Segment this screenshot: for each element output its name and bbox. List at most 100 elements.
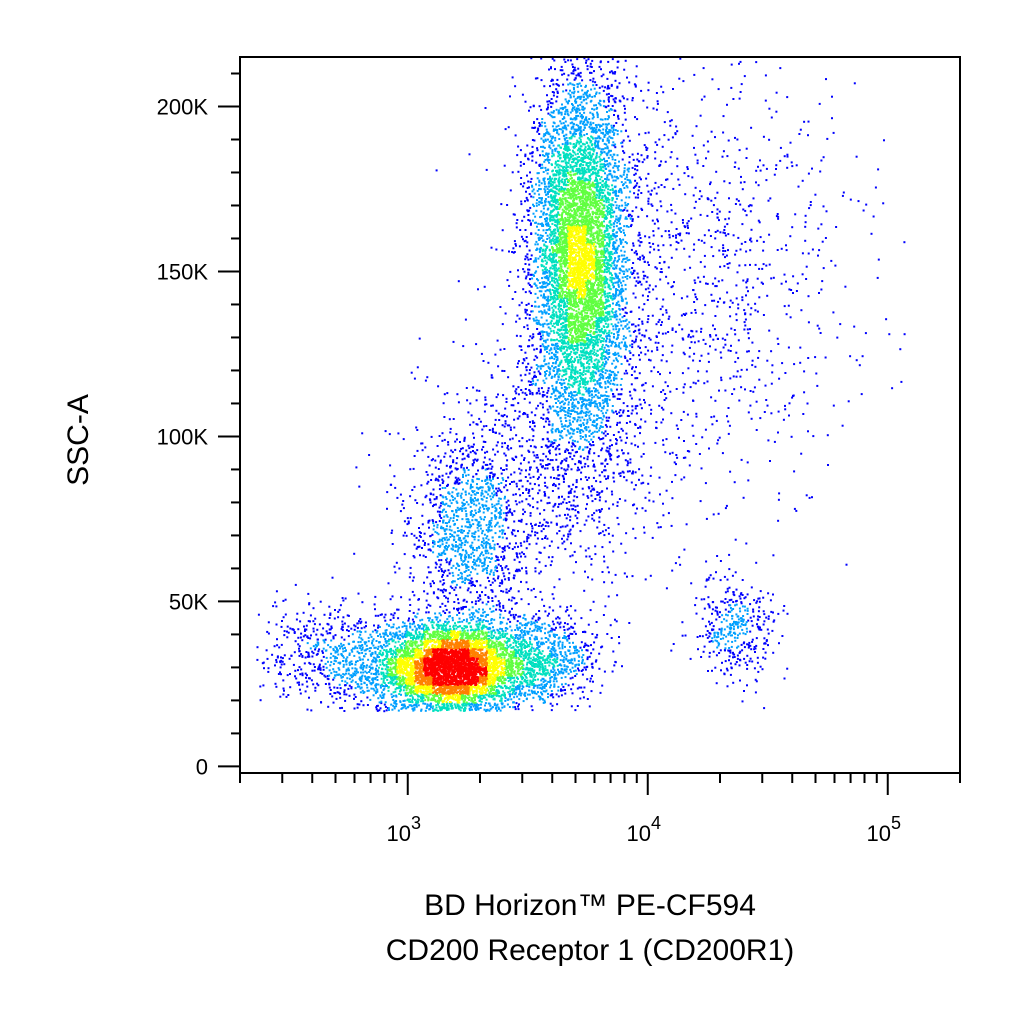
event-point [521,220,523,222]
event-point [517,386,519,388]
event-point [437,385,439,387]
event-point [299,689,301,691]
event-point [472,450,474,452]
event-point [720,638,722,640]
event-point [701,195,703,197]
event-point [591,675,593,677]
event-point [694,154,696,156]
event-point [328,683,330,685]
event-point [552,696,554,698]
event-point [611,493,613,495]
event-point [468,582,470,584]
event-point [516,315,518,317]
event-point [742,579,744,581]
event-point [569,83,571,85]
event-point [504,498,506,500]
event-point [332,636,334,638]
event-point [503,575,505,577]
event-point [717,636,719,638]
event-point [481,353,483,355]
event-point [509,611,511,613]
event-point [345,598,347,600]
event-point [616,620,618,622]
event-point [428,620,430,622]
event-point [632,154,634,156]
event-point [434,460,436,462]
event-point [697,648,699,650]
event-point [449,418,451,420]
event-point [708,198,710,200]
event-point [529,314,531,316]
event-point [708,448,710,450]
event-point [495,249,497,251]
event-point [560,462,562,464]
event-point [608,115,610,117]
event-point [329,687,331,689]
event-point [709,606,711,608]
event-point [643,526,645,528]
event-point [557,622,559,624]
event-point [730,350,732,352]
event-point [333,663,335,665]
event-point [582,494,584,496]
event-point [740,182,742,184]
event-point [309,637,311,639]
event-point [522,94,524,96]
event-point [807,403,809,405]
event-point [539,197,541,199]
event-point [640,339,642,341]
event-point [573,73,575,75]
event-point [553,598,555,600]
event-point [422,504,424,506]
event-point [553,686,555,688]
event-point [701,467,703,469]
event-point [533,105,535,107]
event-point [355,696,357,698]
event-point [444,487,446,489]
event-point [621,378,623,380]
event-point [552,446,554,448]
event-point [758,268,760,270]
event-point [878,259,880,261]
event-point [597,116,599,118]
event-point [559,453,561,455]
event-point [725,643,727,645]
event-point [335,650,337,652]
event-point [703,242,705,244]
event-point [616,374,618,376]
event-point [718,652,720,654]
event-point [267,671,269,673]
event-point [506,508,508,510]
event-point [750,210,752,212]
event-point [623,140,625,142]
event-point [730,635,732,637]
event-point [627,452,629,454]
event-point [580,85,582,87]
event-point [664,393,666,395]
event-point [647,295,649,297]
event-point [757,657,759,659]
event-point [629,179,631,181]
event-point [396,609,398,611]
event-point [634,165,636,167]
event-point [499,609,501,611]
event-point [348,635,350,637]
event-point [506,514,508,516]
event-point [446,498,448,500]
event-point [574,79,576,81]
event-point [672,285,674,287]
event-point [871,233,873,235]
event-point [390,704,392,706]
event-point [452,575,454,577]
event-point [581,79,583,81]
event-point [626,372,628,374]
event-point [687,227,689,229]
event-point [444,605,446,607]
event-point [613,378,615,380]
event-point [386,491,388,493]
event-point [789,402,791,404]
event-point [500,511,502,513]
event-point [699,281,701,283]
event-point [623,345,625,347]
event-point [555,100,557,102]
